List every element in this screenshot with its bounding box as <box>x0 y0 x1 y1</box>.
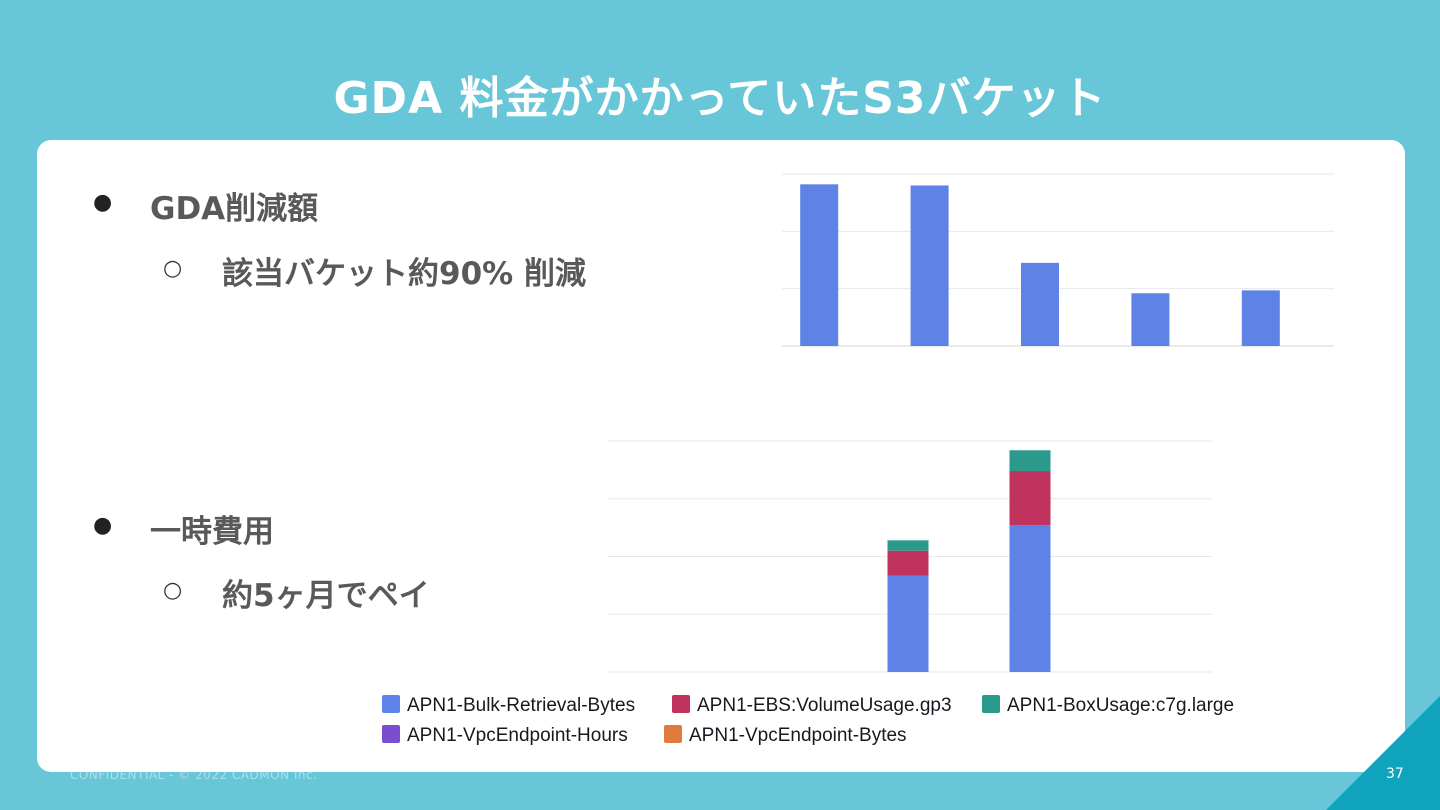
legend-label: APN1-EBS:VolumeUsage.gp3 <box>697 695 952 716</box>
bar-segment <box>1009 525 1051 672</box>
bar <box>1241 290 1280 346</box>
sub-bullet-circle: ○ <box>163 578 183 603</box>
cost-stacked-bar-chart: APN1-Bulk-Retrieval-Bytes APN1-EBS:Volume… <box>382 440 1234 746</box>
bullet-dot: ● <box>93 190 113 215</box>
content-card <box>37 140 1405 772</box>
reduction-bar-chart <box>782 173 1334 347</box>
bar-segment <box>887 550 929 576</box>
legend-label: APN1-Bulk-Retrieval-Bytes <box>407 695 635 716</box>
corner-decoration <box>1326 696 1440 810</box>
legend-label: APN1-BoxUsage:c7g.large <box>1007 695 1234 716</box>
bullet-reduction: GDA削減額 <box>150 191 319 227</box>
legend-label: APN1-VpcEndpoint-Hours <box>407 725 628 746</box>
page-number: 37 <box>1386 766 1404 782</box>
sub-bullet-payback: 約5ヶ月でペイ <box>222 578 430 614</box>
bar <box>1021 262 1059 346</box>
sub-bullet-reduction: 該当バケット約90% 削減 <box>222 256 586 292</box>
bar <box>800 184 839 346</box>
sub-bullet-circle: ○ <box>163 256 183 281</box>
bullet-dot: ● <box>93 513 113 538</box>
bar <box>1131 293 1170 346</box>
legend-swatch <box>382 695 400 713</box>
legend-swatch <box>382 725 400 743</box>
legend-swatch <box>982 695 1000 713</box>
slide-title: GDA 料金がかかっていたS3バケット <box>333 73 1107 124</box>
bar-segment <box>887 540 929 551</box>
legend-label: APN1-VpcEndpoint-Bytes <box>689 725 907 746</box>
footer-confidential: CONFIDENTIAL - © 2022 CADMON Inc. <box>70 768 318 782</box>
bar-segment <box>1009 471 1051 526</box>
bullet-one-time-cost: 一時費用 <box>150 514 274 550</box>
bar-segment <box>887 575 929 672</box>
bar <box>910 185 949 346</box>
bar-segment <box>1009 450 1051 472</box>
legend-swatch <box>672 695 690 713</box>
legend-swatch <box>664 725 682 743</box>
